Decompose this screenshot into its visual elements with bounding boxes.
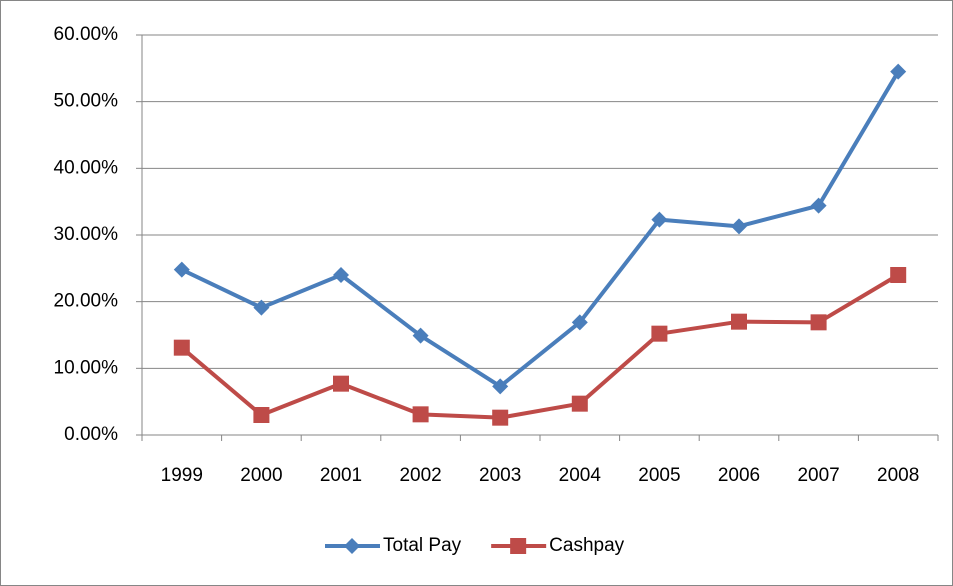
marker: [333, 375, 349, 392]
x-tick-label: 2004: [559, 465, 602, 486]
marker: [253, 407, 270, 423]
y-tick-label: 60.00%: [54, 24, 119, 45]
series-line: [180, 273, 900, 420]
marker: [173, 339, 190, 356]
x-tick-label: 2003: [479, 465, 521, 486]
marker: [344, 538, 360, 554]
marker: [731, 313, 747, 330]
y-tick-label: 30.00%: [54, 224, 119, 245]
marker: [173, 261, 190, 278]
x-tick-label: 1999: [161, 465, 203, 486]
marker: [890, 267, 907, 283]
x-tick-label: 2005: [638, 465, 680, 486]
x-tick-label: 2001: [320, 465, 362, 486]
marker: [253, 299, 270, 316]
x-tick-label: 2006: [718, 465, 760, 486]
marker: [810, 197, 827, 214]
series-line: [180, 70, 900, 389]
marker: [810, 314, 827, 331]
y-tick-label: 20.00%: [54, 291, 119, 312]
x-tick-label: 2002: [399, 465, 441, 486]
y-tick-label: 10.00%: [54, 357, 119, 378]
y-tick-label: 40.00%: [54, 157, 119, 178]
marker: [571, 395, 588, 412]
marker: [510, 538, 527, 554]
marker: [412, 406, 429, 423]
x-tick-label: 2000: [240, 465, 282, 486]
marker: [492, 378, 509, 395]
legend-label: Total Pay: [383, 535, 462, 556]
y-tick-label: 50.00%: [54, 91, 119, 112]
marker: [890, 63, 907, 80]
marker: [492, 409, 509, 426]
marker: [571, 314, 588, 331]
marker: [412, 327, 429, 344]
legend-label: Cashpay: [549, 535, 624, 556]
marker: [731, 218, 747, 235]
marker: [651, 325, 668, 342]
marker: [651, 211, 668, 228]
marker: [333, 267, 349, 283]
x-tick-label: 2008: [877, 465, 919, 486]
x-tick-label: 2007: [797, 465, 839, 486]
y-tick-label: 0.00%: [64, 424, 118, 445]
